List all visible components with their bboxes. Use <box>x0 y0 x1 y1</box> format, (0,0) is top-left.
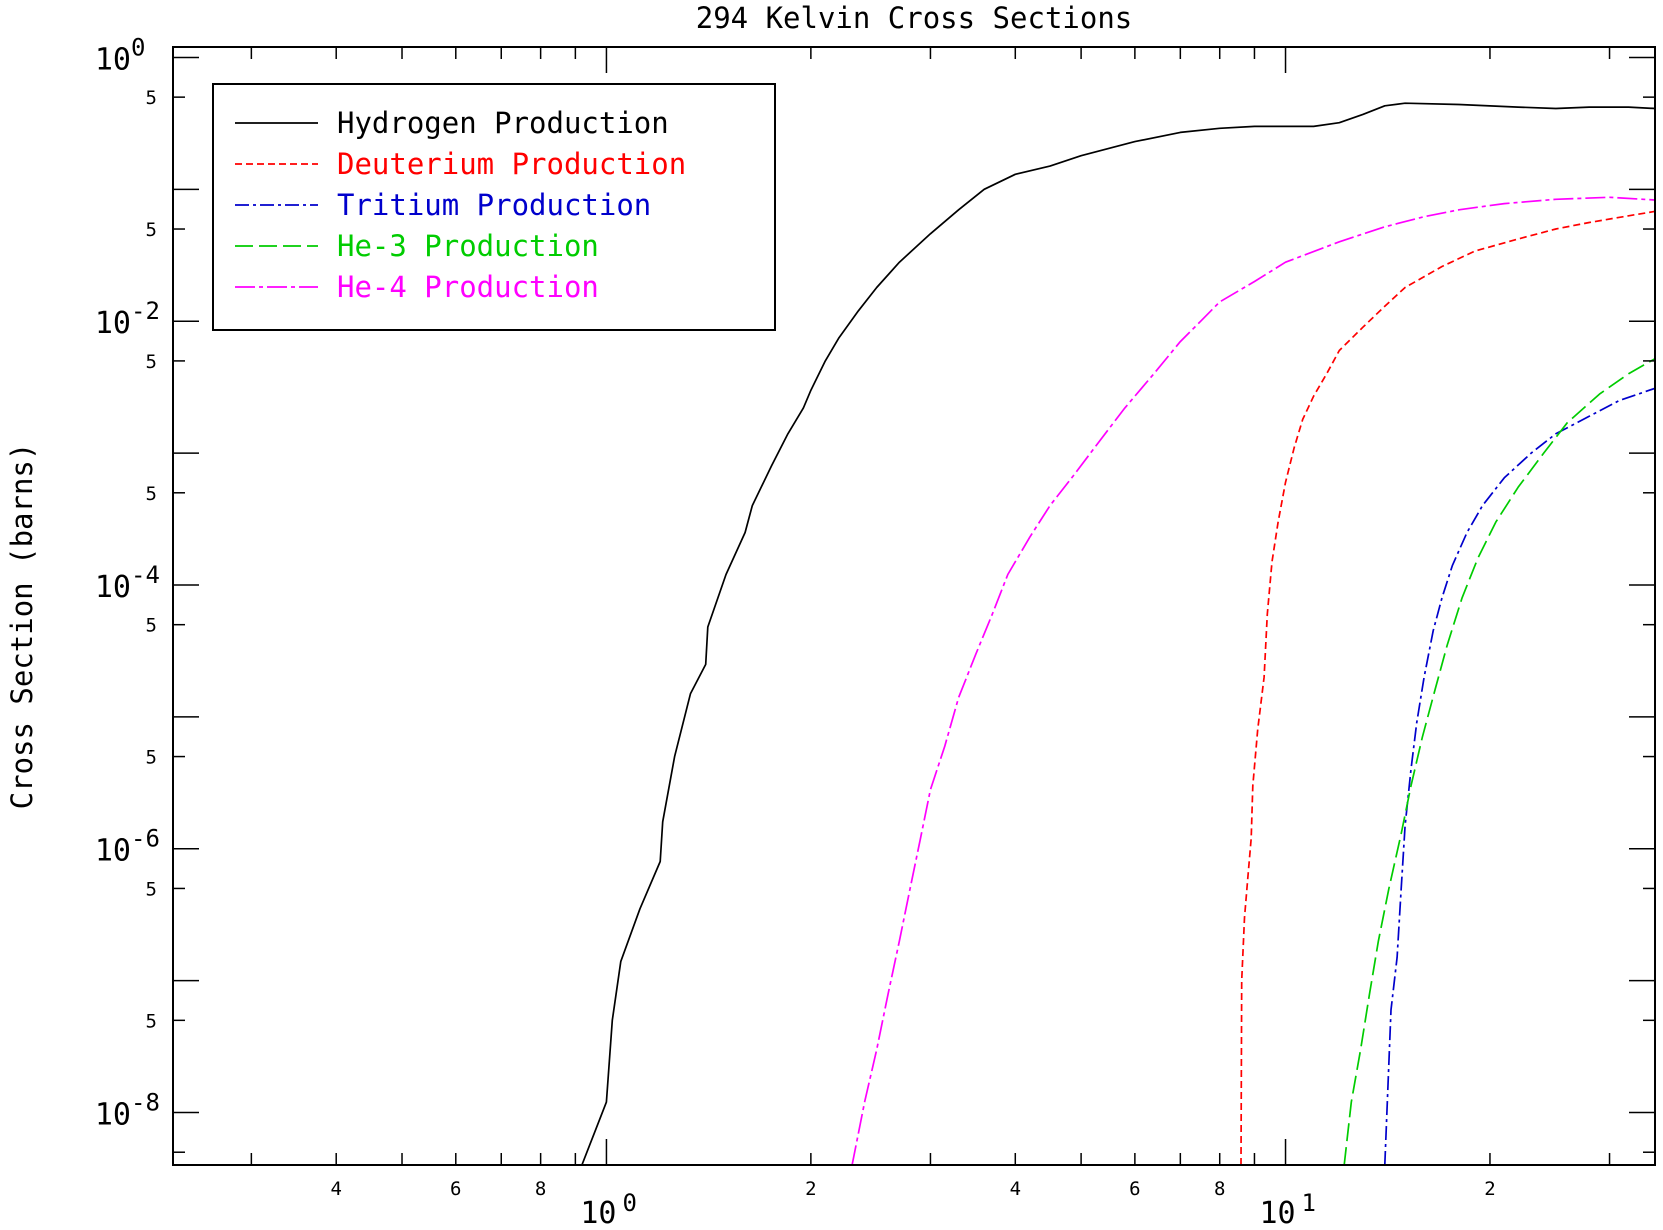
legend-label: Hydrogen Production <box>337 106 669 140</box>
y-tick-label: 5 <box>146 483 157 505</box>
y-tick-label: 5 <box>146 1010 157 1032</box>
y-tick-label: 5 <box>146 747 157 769</box>
x-tick-label-exponent: 1 <box>1302 1189 1316 1217</box>
y-tick-label-exponent: -2 <box>131 297 160 325</box>
legend-label: Tritium Production <box>337 188 651 222</box>
x-tick-label: 2 <box>1484 1178 1495 1200</box>
y-axis-label: Cross Section (barns) <box>5 443 39 810</box>
legend-label: Deuterium Production <box>337 147 686 181</box>
y-tick-label: 10 <box>95 1098 131 1133</box>
y-tick-label-exponent: -6 <box>131 825 160 853</box>
series-line-2 <box>1240 210 1655 1165</box>
series-line-3 <box>1383 387 1655 1165</box>
y-tick-label: 10 <box>95 834 131 869</box>
series-layer <box>581 102 1655 1165</box>
series-line-1 <box>581 102 1655 1165</box>
plot-frame <box>172 46 1656 1166</box>
series-line-5 <box>851 196 1655 1165</box>
y-tick-label: 5 <box>146 878 157 900</box>
legend-label: He-4 Production <box>337 270 599 304</box>
y-tick-label-exponent: -4 <box>131 561 160 589</box>
x-tick-label: 6 <box>1129 1178 1140 1200</box>
x-tick-label: 6 <box>450 1178 461 1200</box>
x-tick-label: 2 <box>805 1178 816 1200</box>
y-tick-label: 5 <box>146 219 157 241</box>
tick-layer <box>173 47 1655 1165</box>
x-tick-label: 10 <box>1259 1196 1295 1230</box>
y-tick-label-exponent: 0 <box>131 33 145 61</box>
y-tick-label-exponent: -8 <box>131 1089 160 1117</box>
y-tick-label: 5 <box>146 87 157 109</box>
y-tick-label: 5 <box>146 351 157 373</box>
y-tick-label: 10 <box>95 306 131 341</box>
x-tick-label-exponent: 0 <box>622 1189 636 1217</box>
legend-box <box>212 83 776 331</box>
legend: Hydrogen Production Deuterium Production T… <box>212 83 776 331</box>
y-tick-label: 10 <box>95 570 131 605</box>
x-tick-label: 4 <box>330 1178 341 1200</box>
legend-label: He-3 Production <box>337 229 599 263</box>
x-tick-label: 8 <box>535 1178 546 1200</box>
x-tick-label: 4 <box>1010 1178 1021 1200</box>
series-line-4 <box>1343 357 1655 1165</box>
y-tick-label: 5 <box>146 615 157 637</box>
y-tick-label: 10 <box>95 42 131 77</box>
chart-title: 294 Kelvin Cross Sections <box>696 1 1133 35</box>
x-tick-label: 8 <box>1214 1178 1225 1200</box>
x-tick-label: 10 <box>580 1196 616 1230</box>
